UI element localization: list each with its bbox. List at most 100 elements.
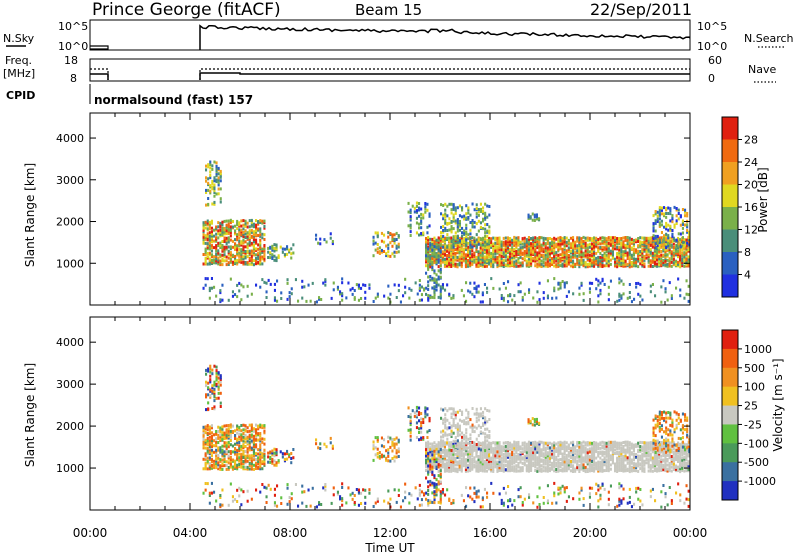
- power-cell: [687, 248, 690, 252]
- power-cell: [213, 202, 216, 206]
- velocity-cell: [605, 469, 608, 472]
- power-cell: [667, 236, 670, 240]
- power-cell: [413, 210, 416, 214]
- power-cell: [580, 237, 583, 241]
- power-cell: [565, 294, 568, 298]
- velocity-cell: [551, 445, 554, 449]
- velocity-cell: [590, 447, 593, 451]
- power-cell: [546, 252, 549, 256]
- power-cell: [538, 217, 541, 221]
- power-cell: [551, 257, 554, 260]
- power-cell: [588, 287, 591, 291]
- velocity-cell: [576, 459, 579, 463]
- velocity-cell: [213, 407, 216, 411]
- power-cell: [651, 265, 654, 268]
- velocity-cell: [580, 451, 583, 454]
- power-cell: [628, 251, 631, 255]
- power-cell: [593, 255, 596, 259]
- power-cell: [463, 231, 466, 235]
- velocity-cell: [202, 446, 205, 450]
- power-cell: [323, 238, 326, 242]
- power-cell: [502, 282, 505, 285]
- power-cell: [211, 202, 214, 206]
- power-cell: [521, 257, 524, 261]
- velocity-cell: [415, 421, 418, 425]
- velocity-cell: [443, 445, 446, 449]
- velocity-cell: [238, 425, 241, 429]
- power-cell: [641, 264, 644, 268]
- power-cell: [211, 185, 214, 189]
- power-cell: [507, 280, 510, 284]
- power-cell: [402, 294, 405, 298]
- power-cell: [424, 202, 427, 205]
- power-cell: [248, 219, 251, 223]
- power-cell: [446, 249, 449, 253]
- power-cell: [452, 240, 455, 244]
- power-cell: [383, 233, 386, 237]
- power-cell: [572, 248, 575, 252]
- power-cell: [486, 238, 489, 242]
- power-cell: [469, 245, 472, 249]
- velocity-cell: [448, 464, 451, 467]
- power-cell: [391, 252, 394, 256]
- velocity-cell: [479, 464, 482, 468]
- power-cell: [618, 240, 621, 244]
- power-cell: [236, 221, 239, 225]
- power-cell: [439, 285, 442, 289]
- power-cell: [665, 246, 668, 250]
- velocity-cell: [213, 444, 216, 448]
- velocity-cell: [240, 429, 243, 433]
- power-cell: [641, 253, 644, 257]
- power-cell: [671, 234, 674, 238]
- power-cell: [383, 240, 386, 244]
- power-cell: [563, 236, 566, 240]
- velocity-cell: [238, 449, 241, 452]
- power-cell: [234, 293, 237, 297]
- power-cell: [496, 247, 499, 251]
- power-cell: [576, 254, 579, 258]
- velocity-cell: [290, 461, 293, 465]
- power-cell: [240, 243, 243, 247]
- power-cell: [325, 240, 328, 244]
- power-cell: [248, 225, 251, 229]
- velocity-cell: [464, 461, 467, 465]
- power-cell: [494, 241, 497, 245]
- velocity-cell: [469, 463, 472, 467]
- power-cell: [208, 246, 211, 250]
- power-cell: [485, 248, 488, 252]
- power-cell: [429, 254, 432, 258]
- power-cell: [572, 255, 575, 259]
- power-cell: [572, 292, 575, 296]
- velocity-cell: [238, 463, 241, 466]
- power-cell: [446, 204, 449, 208]
- power-cell: [238, 247, 241, 251]
- power-cell: [479, 300, 482, 304]
- velocity-cell: [259, 443, 262, 447]
- power-cell: [632, 260, 635, 264]
- power-cell: [204, 237, 207, 241]
- velocity-cell: [387, 454, 390, 458]
- velocity-cell: [207, 407, 210, 411]
- power-cell: [210, 249, 213, 253]
- power-cell: [519, 253, 522, 257]
- power-cell: [639, 240, 642, 244]
- power-cell: [231, 239, 234, 243]
- power-cell: [557, 259, 560, 263]
- velocity-cell: [225, 431, 228, 435]
- velocity-cell: [513, 446, 516, 450]
- velocity-cell: [532, 461, 535, 465]
- velocity-cell: [563, 457, 566, 461]
- power-cell: [582, 244, 585, 248]
- sky-left-tick-top: 10^5: [58, 20, 88, 33]
- power-cell: [521, 238, 524, 242]
- velocity-cell: [475, 452, 478, 456]
- y-tick-label: 2000: [56, 216, 84, 229]
- power-cell: [330, 296, 333, 300]
- power-cell: [391, 233, 394, 237]
- velocity-cell: [513, 460, 516, 464]
- velocity-cell: [219, 435, 222, 439]
- power-cell: [473, 240, 476, 244]
- power-cell: [227, 298, 230, 302]
- power-cell: [669, 244, 672, 247]
- power-cell: [273, 282, 276, 286]
